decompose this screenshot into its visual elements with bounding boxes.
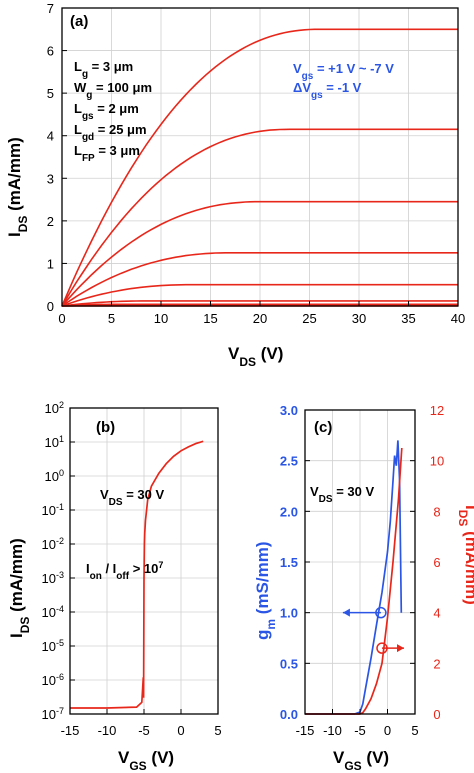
- y-tick-label: 6: [47, 44, 54, 59]
- y-right-tick-label: 12: [430, 403, 444, 418]
- x-tick-label: 0: [177, 723, 184, 738]
- x-tick-label: 35: [401, 311, 415, 326]
- y-tick-label: 10-1: [42, 502, 64, 518]
- panel-a-vgs-range: Vgs = +1 V ~ -7 V: [293, 61, 394, 82]
- panel-a-ylabel: IDS (mA/mm): [5, 137, 30, 237]
- y-tick-label: 10-3: [42, 570, 64, 586]
- y-tick-label: 10-6: [42, 672, 64, 688]
- y-left-tick-label: 3.0: [280, 403, 298, 418]
- panel-a-xlabel: VDS (V): [228, 344, 283, 369]
- x-tick-label: 30: [352, 311, 366, 326]
- y-left-tick-label: 2.0: [280, 504, 298, 519]
- panel-c-ylabel-left: gm (mS/mm): [253, 541, 278, 640]
- x-tick-label: 20: [253, 311, 267, 326]
- x-tick-label: 10: [154, 311, 168, 326]
- y-left-tick-label: 0.0: [280, 707, 298, 722]
- x-tick-label: 40: [451, 311, 465, 326]
- panel-b-label: (b): [96, 419, 115, 436]
- x-tick-label: 25: [302, 311, 316, 326]
- y-right-tick-label: 6: [433, 555, 440, 570]
- y-right-tick-label: 0: [433, 707, 440, 722]
- y-left-tick-label: 1.0: [280, 606, 298, 621]
- arrow-head: [397, 644, 404, 653]
- param-lgd: Lgd = 25 μm: [74, 122, 147, 143]
- y-tick-label: 100: [45, 468, 64, 484]
- panel-c-xlabel: VGS (V): [333, 748, 389, 773]
- panel-b-vds-text: VDS = 30 V: [100, 487, 164, 508]
- x-tick-label: -15: [296, 723, 315, 738]
- y-right-tick-label: 8: [433, 504, 440, 519]
- x-tick-label: 5: [214, 723, 221, 738]
- x-tick-label: -5: [354, 723, 366, 738]
- panel-c-ylabel-right: IDS (mA/mm): [456, 505, 474, 605]
- panel-b-ticks: -15 -10 -5 0 5 102 101 100 10-1 10-2 10-3 10-4 10-5 1…: [42, 400, 222, 738]
- param-lgs: Lgs = 2 μm: [74, 101, 139, 122]
- ids-curve: [61, 128, 458, 307]
- panel-a-vgs-step: ΔVgs = -1 V: [293, 80, 362, 101]
- y-tick-label: 101: [45, 434, 64, 450]
- panel-c-curves: [305, 440, 404, 715]
- series-gm: [305, 440, 403, 715]
- y-left-tick-label: 1.5: [280, 555, 298, 570]
- x-tick-label: 15: [203, 311, 217, 326]
- panel-c-label: (c): [314, 419, 332, 436]
- x-tick-label: 0: [384, 723, 391, 738]
- y-tick-label: 0: [47, 299, 54, 314]
- x-tick-label: -15: [61, 723, 80, 738]
- y-tick-label: 10-2: [42, 536, 64, 552]
- y-tick-label: 1: [47, 256, 54, 271]
- y-left-tick-label: 0.5: [280, 656, 298, 671]
- panel-c: -15 -10 -5 0 50.00.51.01.52.02.53.0024681012…: [253, 403, 474, 773]
- ids-curve: [61, 283, 458, 307]
- panel-c-vds-text: VDS = 30 V: [310, 484, 374, 505]
- panel-b-ylabel: IDS (mA/mm): [7, 538, 32, 638]
- x-tick-label: -10: [323, 723, 342, 738]
- y-right-tick-label: 4: [433, 606, 440, 621]
- x-tick-label: 5: [108, 311, 115, 326]
- arrow-head: [342, 608, 350, 617]
- x-tick-label: 5: [411, 723, 418, 738]
- panel-a-label: (a): [70, 13, 88, 30]
- y-tick-label: 3: [47, 171, 54, 186]
- y-left-tick-label: 2.5: [280, 454, 298, 469]
- ids-curve: [61, 200, 458, 307]
- y-right-tick-label: 2: [433, 656, 440, 671]
- y-tick-label: 102: [45, 400, 64, 416]
- panel-b: -15 -10 -5 0 5 102 101 100 10-1 10-2 10-3 10-4 10-5 1…: [7, 400, 222, 773]
- y-tick-label: 10-4: [42, 604, 64, 620]
- param-wg: Wg = 100 μm: [74, 80, 152, 101]
- y-tick-label: 7: [47, 1, 54, 16]
- panel-b-onoff-ratio: Ion / Ioff > 107: [86, 560, 163, 582]
- y-right-tick-label: 10: [430, 454, 444, 469]
- x-tick-label: -5: [138, 723, 150, 738]
- ids-curve: [61, 300, 458, 307]
- y-tick-label: 4: [47, 129, 54, 144]
- param-lFP: LFP = 3 μm: [74, 143, 140, 164]
- y-tick-label: 10-7: [42, 706, 64, 722]
- x-tick-label: -10: [98, 723, 117, 738]
- y-tick-label: 10-5: [42, 638, 64, 654]
- ids-curve: [61, 28, 458, 307]
- panel-a: 0 5 10 15 20 25 30 35 40 0 1 2 3 4 5 6 7 (a) Lg = 3 μmWg…: [5, 1, 465, 369]
- panel-b-curves: [70, 440, 204, 709]
- ids-curve: [61, 252, 458, 307]
- x-tick-label: 0: [58, 311, 65, 326]
- y-tick-label: 5: [47, 86, 54, 101]
- panel-b-xlabel: VGS (V): [118, 748, 174, 773]
- panel-a-ticks: 0 5 10 15 20 25 30 35 40 0 1 2 3 4 5 6 7: [47, 1, 465, 326]
- series-ids: [305, 447, 403, 715]
- param-lg: Lg = 3 μm: [74, 59, 133, 80]
- ids-transfer-curve: [70, 440, 204, 709]
- y-tick-label: 2: [47, 214, 54, 229]
